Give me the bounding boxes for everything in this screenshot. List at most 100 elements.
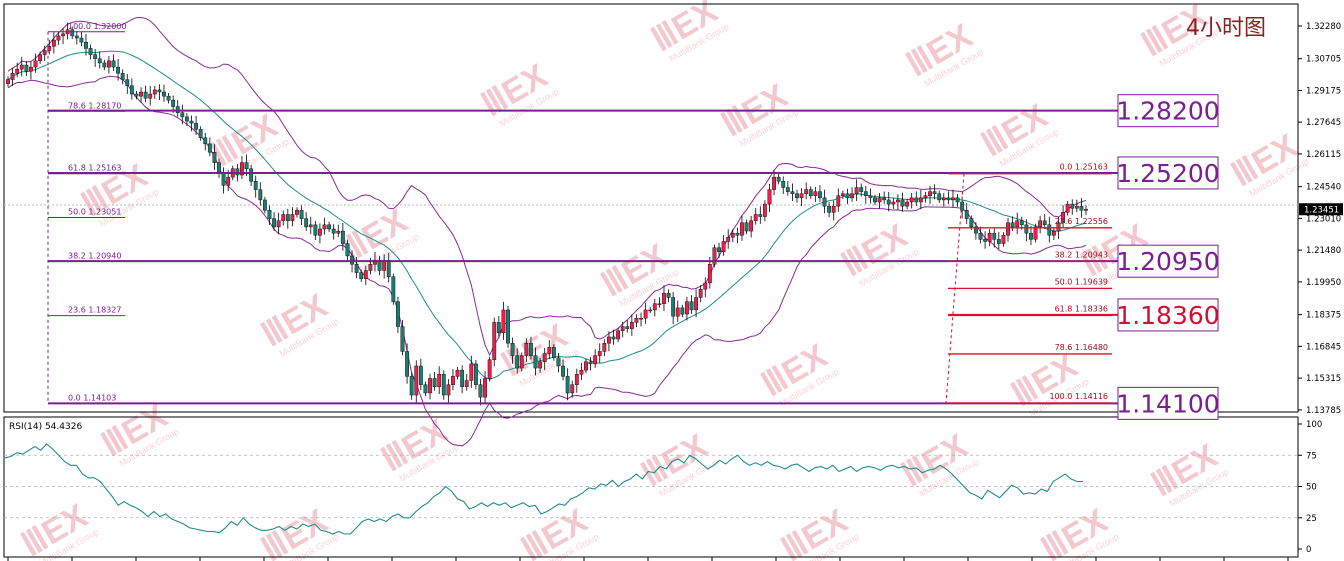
candle [29,61,33,80]
fib-right-label: 100.0 1.14116 [1049,392,1108,401]
fib-left-level: 78.6 1.28170 [48,101,125,112]
candle [409,372,414,400]
candle-bear-body [873,197,877,203]
candle-bull-body [469,363,474,381]
candle-bear-body [717,247,721,253]
candle-bull-body [281,214,286,221]
candle [10,68,15,86]
candle-bull-body [629,322,634,329]
candle-bull-body [6,79,10,84]
candle [868,188,873,204]
candle [125,73,130,94]
candle-bear-body [795,193,799,199]
candle-bull-body [570,384,575,394]
candle [974,222,978,240]
candle-bull-body [10,73,15,80]
candle [285,208,290,229]
candle [859,183,864,197]
candle [1047,216,1052,243]
candle [854,179,859,201]
candle [749,215,754,238]
candle [712,244,717,268]
candle-bear-body [198,129,203,138]
candle [597,343,602,363]
candle [941,193,946,207]
candle [662,285,666,311]
candle [340,222,345,251]
fib-right-level: 61.8 1.18336 [948,304,1112,317]
candle-bear-body [340,230,345,244]
candle-bull-body [721,241,726,253]
fib-right-level: 50.0 1.19639 [948,277,1112,290]
candle-bear-body [983,239,987,242]
current-price-label: 1.23451 [1304,205,1339,215]
candle [964,203,969,225]
price-tick-label: 1.15315 [1306,374,1341,384]
candle [198,126,203,141]
candle [905,198,909,210]
candle-bull-body [542,353,547,363]
candle-bull-body [639,318,643,320]
candle [304,212,309,231]
candle [487,356,492,382]
candle-bear-body [758,214,763,217]
candle-bull-body [987,232,992,242]
fib-left-label: 50.0 1.23051 [68,208,121,217]
candle [914,191,919,206]
candle-bear-body [863,191,868,196]
candle [652,298,657,317]
candle-bear-body [331,228,336,234]
candle [735,227,740,244]
candle-bull-body [712,247,717,265]
candle-bull-body [662,293,666,304]
candle-bull-body [850,193,854,199]
candle-bear-body [529,342,533,356]
candle-bull-body [799,193,804,199]
candle [542,347,547,370]
candle [818,185,822,202]
price-tick-label: 1.29175 [1306,86,1341,96]
candle [139,87,143,103]
candle-bear-body [386,259,391,277]
candle [753,208,758,225]
candle [721,235,726,256]
level-box-label: 1.25200 [1116,159,1219,188]
candle-bear-body [432,378,437,387]
price-tick-label: 1.26115 [1306,150,1341,160]
candle [762,200,767,222]
candle-bull-body [290,214,295,221]
candle [451,369,455,391]
candle [24,61,29,77]
candle-bear-body [946,197,951,201]
candle [240,156,244,179]
candle-bear-body [345,243,350,257]
candle [891,198,896,209]
candle-bull-body [226,176,231,186]
candle-bull-body [148,93,153,99]
bollinger-bands [7,16,1087,447]
candle-bull-body [446,384,451,396]
candle-bear-body [561,365,565,377]
candle [84,34,88,56]
candle [671,291,676,325]
candle-bear-body [827,205,832,213]
candle-bear-body [506,309,510,344]
candle-bear-body [960,201,965,211]
timeframe-label: 4小时图 [1186,16,1266,41]
candle-bear-body [1079,205,1084,211]
candle-bear-body [262,199,267,211]
candle-bull-body [767,189,772,205]
rsi-tick-label: 25 [1306,514,1317,524]
candle-bear-body [666,293,671,298]
fib-left-label: 23.6 1.18327 [68,306,121,315]
candle [556,352,561,373]
candle-bull-body [652,303,657,311]
candle-bull-body [1015,220,1020,228]
candle-bull-body [753,214,758,221]
candle-bear-body [496,322,501,333]
fib-left-level: 0.0 1.14103 [48,393,125,404]
